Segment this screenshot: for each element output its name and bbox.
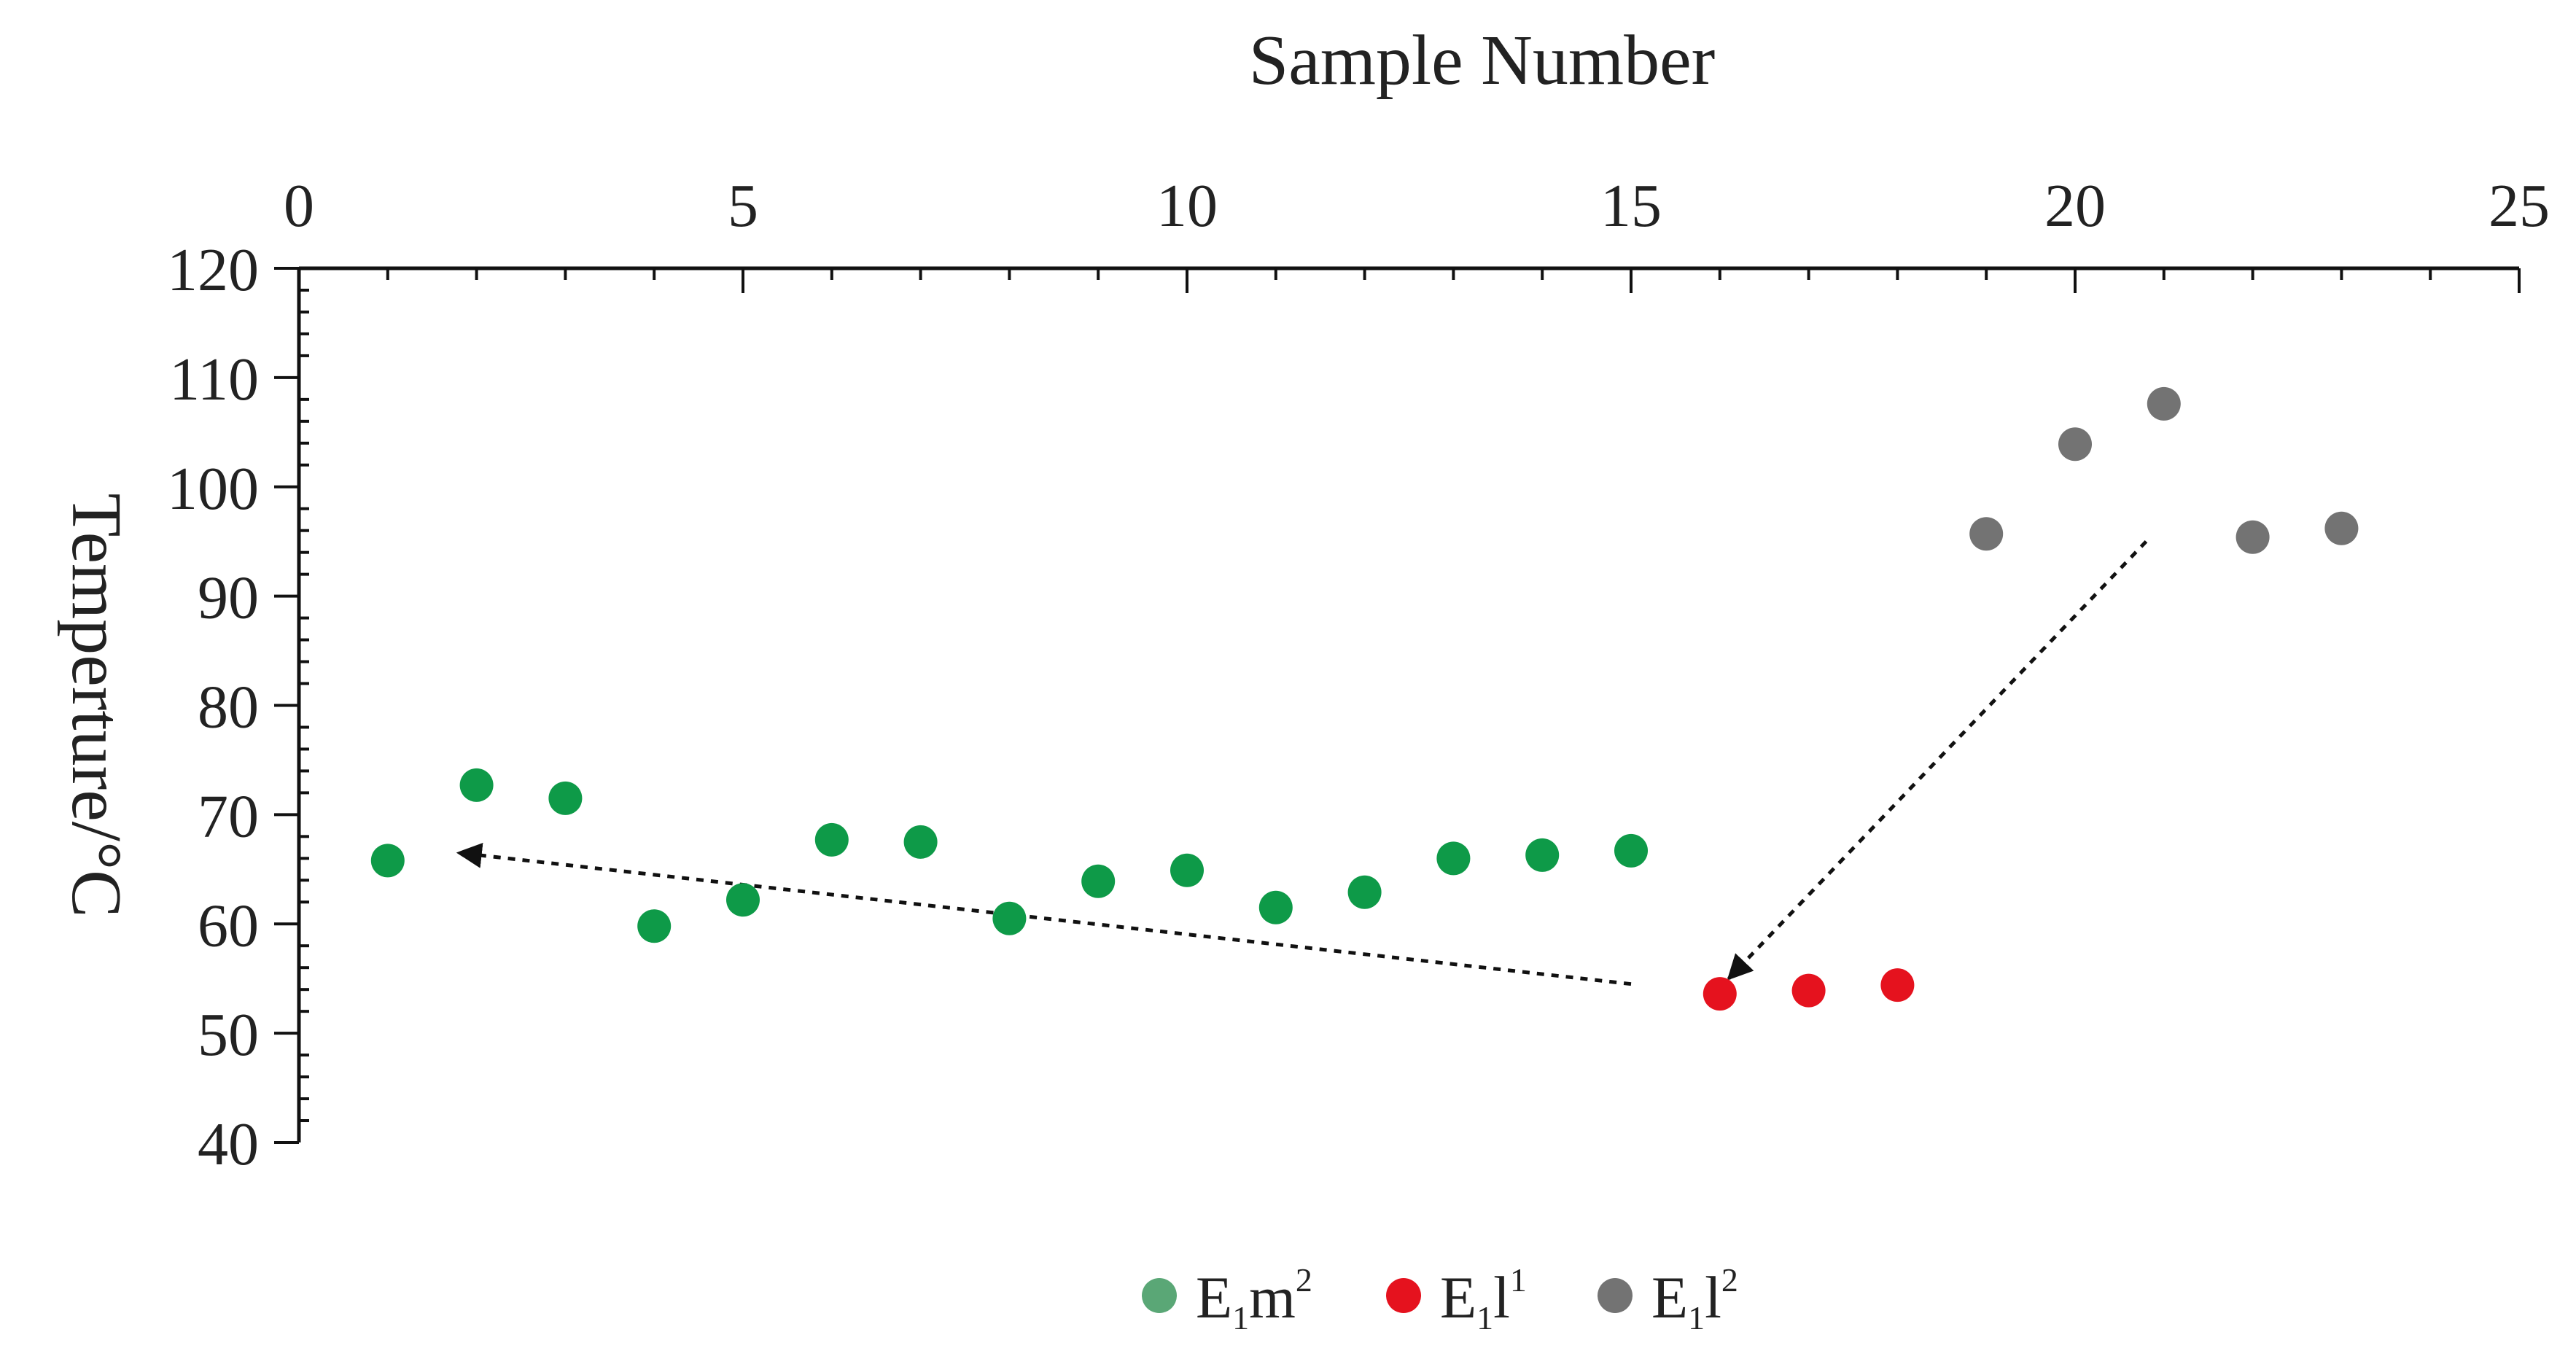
y-axis-title: Temperture/°C — [57, 493, 136, 917]
y-tick-label: 120 — [167, 236, 259, 304]
legend: E1m2 E1l1 E1l2 — [1142, 1261, 1738, 1336]
data-point-E1m2 — [637, 909, 672, 943]
data-point-E1l2 — [2058, 427, 2092, 462]
trend-arrows — [456, 540, 2148, 986]
x-tick-label: 25 — [2489, 172, 2550, 240]
legend-item-E1l2: E1l2 — [1598, 1261, 1738, 1336]
data-point-E1l1 — [1880, 968, 1915, 1002]
x-tick-label: 5 — [728, 172, 758, 240]
legend-marker — [1598, 1278, 1633, 1313]
y-tick-label: 60 — [198, 892, 259, 959]
y-tick-label: 110 — [169, 346, 259, 413]
y-tick-label: 40 — [198, 1110, 259, 1178]
data-point-E1l2 — [2324, 511, 2359, 545]
x-tick-label: 10 — [1156, 172, 1218, 240]
x-axis-title: Sample Number — [1249, 21, 1716, 100]
dotted-arrow — [1727, 540, 2148, 981]
legend-item-E1m2: E1m2 — [1142, 1261, 1312, 1336]
data-point-E1m2 — [1614, 833, 1648, 868]
x-tick-label: 20 — [2044, 172, 2106, 240]
data-point-E1m2 — [992, 901, 1027, 935]
y-tick-label: 90 — [198, 564, 259, 632]
data-point-E1m2 — [370, 844, 405, 878]
data-point-E1m2 — [548, 781, 583, 815]
data-point-E1m2 — [1258, 890, 1293, 924]
data-point-E1m2 — [1525, 838, 1560, 872]
data-point-E1m2 — [1170, 853, 1204, 887]
dotted-arrow — [456, 842, 1632, 986]
data-point-E1l2 — [2147, 386, 2181, 421]
data-point-E1m2 — [814, 822, 849, 857]
x-tick-label: 0 — [284, 172, 314, 240]
legend-marker — [1386, 1278, 1421, 1313]
y-tick-label: 100 — [167, 455, 259, 523]
legend-label: E1l2 — [1651, 1261, 1738, 1336]
y-tick-label: 70 — [198, 782, 259, 850]
data-point-E1m2 — [1436, 841, 1471, 876]
data-point-E1m2 — [903, 825, 938, 859]
data-point-E1l1 — [1791, 973, 1826, 1008]
legend-label: E1m2 — [1196, 1261, 1312, 1336]
legend-marker — [1142, 1278, 1177, 1313]
x-tick-label: 15 — [1600, 172, 1662, 240]
data-points — [370, 386, 2359, 1011]
data-point-E1m2 — [726, 883, 760, 917]
y-tick-label: 80 — [198, 674, 259, 741]
data-point-E1m2 — [1081, 864, 1116, 898]
data-point-E1l2 — [2235, 520, 2270, 554]
data-point-E1m2 — [459, 768, 494, 802]
legend-item-E1l1: E1l1 — [1386, 1261, 1527, 1336]
data-point-E1l2 — [1969, 517, 2004, 551]
axes: 0 5 10 15 20 25 40 50 60 70 80 90 100 110 120 — [167, 172, 2550, 1178]
data-point-E1m2 — [1347, 875, 1382, 909]
legend-label: E1l1 — [1440, 1261, 1527, 1336]
y-tick-label: 50 — [198, 1001, 259, 1069]
data-point-E1l1 — [1703, 977, 1737, 1011]
